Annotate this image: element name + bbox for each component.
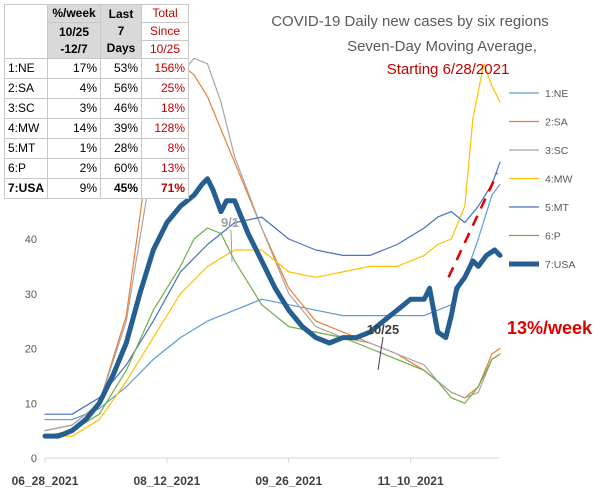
- cell-total: 25%: [141, 78, 190, 99]
- table-header-row: %/week Last 7 Days Total: [3, 4, 190, 59]
- cell-region: 3:SC: [3, 98, 49, 119]
- cell-region: 2:SA: [3, 78, 49, 99]
- annotation-peak-pointer: [230, 229, 233, 263]
- cell-region: 5:MT: [3, 138, 49, 159]
- annotation-trough: 10/25: [367, 322, 400, 337]
- x-tick-label: 11_10_2021: [378, 474, 444, 488]
- cell-week: 17%: [47, 58, 102, 79]
- table-row: 7:USA 9% 45% 71%: [3, 178, 190, 199]
- cell-last7: 45%: [100, 178, 143, 199]
- legend-label: 4:MW: [545, 174, 573, 186]
- table-header-row-2: 10/25 -12/7 Since: [5, 22, 190, 59]
- legend-label: 7:USA: [545, 259, 575, 271]
- cell-last7: 56%: [100, 78, 143, 99]
- cell-last7: 60%: [100, 158, 143, 179]
- cell-last7: 39%: [100, 118, 143, 139]
- legend-label: 5:MT: [545, 202, 570, 214]
- annotation-trend: 13%/week: [507, 318, 593, 338]
- header-total-top: Total: [141, 4, 190, 23]
- y-tick-label: 30: [25, 289, 37, 301]
- table-corner: [3, 4, 49, 59]
- annotations: 9/1 10/25 13%/week: [221, 172, 593, 371]
- cell-week: 9%: [47, 178, 102, 199]
- chart-subtitle: Seven-Day Moving Average,: [347, 38, 537, 55]
- cell-week: 2%: [47, 158, 102, 179]
- cell-region: 4:MW: [3, 118, 49, 139]
- cell-region: 6:P: [3, 158, 49, 179]
- cell-total: 71%: [141, 178, 190, 199]
- table-header-row-3: 10/25: [5, 40, 190, 59]
- header-last7: Last 7 Days: [100, 4, 143, 59]
- series-line-mw: [44, 63, 501, 437]
- chart-title-block: COVID-19 Daily new cases by six regions …: [271, 13, 549, 78]
- y-tick-label: 40: [25, 234, 37, 246]
- cell-last7: 28%: [100, 138, 143, 159]
- trend-line: [447, 172, 499, 278]
- series-line-p: [44, 227, 501, 437]
- header-week-top: %/week: [47, 4, 102, 23]
- header-total-mid: Since: [141, 22, 190, 41]
- cell-week: 4%: [47, 78, 102, 99]
- table-row: 1:NE 17% 53% 156%: [3, 58, 190, 79]
- table-row: 4:MW 14% 39% 128%: [3, 118, 190, 139]
- series-line-sc: [44, 57, 501, 432]
- x-tick-label: 06_28_2021: [12, 474, 79, 488]
- legend-label: 6:P: [545, 231, 561, 243]
- cell-region: 7:USA: [3, 178, 49, 199]
- annotation-trough-pointer: [377, 336, 384, 371]
- table-row: 3:SC 3% 46% 18%: [3, 98, 190, 119]
- cell-week: 3%: [47, 98, 102, 119]
- summary-table: %/week Last 7 Days Total 10/25 -12/7 Sin…: [3, 4, 190, 199]
- legend-label: 1:NE: [545, 88, 568, 100]
- cell-total: 156%: [141, 58, 190, 79]
- header-total-bottom: 10/25: [141, 40, 190, 59]
- chart-subtitle-2: Starting 6/28/2021: [387, 61, 510, 78]
- cell-total: 8%: [141, 138, 190, 159]
- series-layer: [42, 57, 503, 439]
- annotation-peak: 9/1: [221, 215, 239, 230]
- y-tick-label: 0: [31, 453, 37, 465]
- series-line-usa: [42, 176, 503, 439]
- cell-week: 1%: [47, 138, 102, 159]
- legend-label: 3:SC: [545, 145, 569, 157]
- table-row: 5:MT 1% 28% 8%: [3, 138, 190, 159]
- cell-total: 18%: [141, 98, 190, 119]
- cell-week: 14%: [47, 118, 102, 139]
- y-tick-label: 10: [25, 398, 37, 410]
- cell-total: 13%: [141, 158, 190, 179]
- cell-last7: 46%: [100, 98, 143, 119]
- x-tick-label: 08_12_2021: [134, 474, 201, 488]
- chart-title: COVID-19 Daily new cases by six regions: [271, 13, 549, 30]
- x-tick-label: 09_26_2021: [255, 474, 322, 488]
- table-body: 1:NE 17% 53% 156% 2:SA 4% 56% 25% 3:SC 3% 46% 18% 4:…: [3, 58, 190, 199]
- table-row: 6:P 2% 60% 13%: [3, 158, 190, 179]
- legend-label: 2:SA: [545, 117, 568, 129]
- cell-last7: 53%: [100, 58, 143, 79]
- axis-layer: 01020304050607006_28_202108_12_202109_26…: [12, 70, 500, 488]
- legend: 1:NE 2:SA 3:SC 4:MW 5:MT 6:P 7:USA: [509, 88, 575, 271]
- y-tick-label: 20: [25, 344, 37, 356]
- table-row: 2:SA 4% 56% 25%: [3, 78, 190, 99]
- header-week-bottom: 10/25 -12/7: [47, 22, 102, 59]
- cell-total: 128%: [141, 118, 190, 139]
- cell-region: 1:NE: [3, 58, 49, 79]
